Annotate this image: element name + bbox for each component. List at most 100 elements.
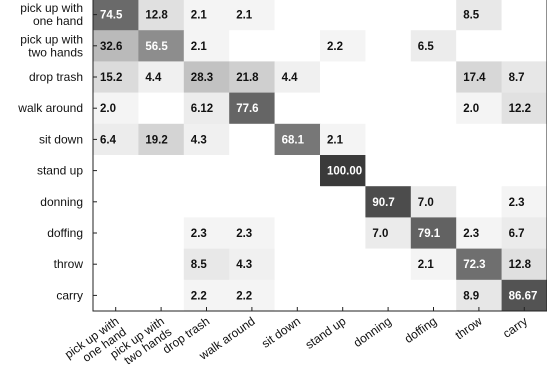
cell-value-label: 79.1: [418, 228, 441, 240]
matrix-cell: [274, 30, 321, 62]
matrix-cell: [501, 123, 547, 156]
cell-value-label: 77.6: [236, 103, 258, 115]
matrix-cell: [410, 248, 457, 281]
cell-value-label: 7.0: [372, 228, 388, 240]
matrix-cell: [456, 61, 502, 93]
row-labels: pick up with one hand pick up with two hand…: [17, 1, 83, 302]
matrix-cell: [365, 217, 412, 249]
matrix-cell: [320, 279, 366, 312]
matrix-cell: [183, 0, 230, 31]
matrix-cell: [183, 217, 230, 249]
column-label: throw: [453, 314, 485, 342]
matrix-cell: [274, 186, 321, 218]
matrix-cell: [93, 92, 139, 125]
matrix-cell: [93, 61, 139, 93]
matrix-cell: [320, 92, 366, 125]
matrix-cell: [274, 123, 321, 156]
matrix-cell: [93, 30, 139, 62]
matrix-cell: [410, 30, 457, 62]
matrix-cell: [229, 217, 275, 249]
cell-value-label: 6.4: [100, 134, 117, 146]
matrix-cell: [93, 123, 139, 156]
cell-value-label: 2.1: [191, 10, 208, 22]
matrix-cell: [320, 186, 366, 218]
matrix-cell: [274, 61, 321, 93]
cell-value-label: 2.3: [463, 228, 479, 240]
matrix-cell: [410, 0, 457, 31]
matrix-cell: [138, 217, 185, 249]
matrix-cell: [410, 61, 457, 93]
matrix-cell: [410, 155, 457, 187]
matrix-cell: [320, 155, 366, 187]
matrix-cell: [138, 0, 185, 31]
matrix-cell: [501, 61, 547, 93]
cell-value-label: 7.0: [418, 197, 434, 209]
cell-value-label: 2.1: [418, 259, 435, 271]
cell-value-label: 8.5: [191, 259, 208, 271]
matrix-cell: [274, 248, 321, 281]
cell-value-label: 15.2: [100, 72, 122, 84]
matrix-cell: [183, 186, 230, 218]
matrix-cell: [365, 155, 412, 187]
cell-value-label: 2.0: [463, 103, 479, 115]
matrix-cell: [138, 30, 185, 62]
cell-value-label: 12.8: [509, 259, 532, 271]
matrix-cell: [274, 155, 321, 187]
column-label: sit down: [259, 314, 303, 351]
cell-value-label: 19.2: [145, 134, 167, 146]
cell-value-label: 2.2: [191, 290, 207, 302]
cell-value-label: 6.7: [509, 228, 525, 240]
matrix-cell: [501, 30, 547, 62]
matrix-cell: [93, 217, 139, 249]
matrix-cell: [229, 123, 275, 156]
cell-value-label: 2.3: [509, 197, 525, 209]
matrix-cell: [138, 92, 185, 125]
matrix-cell: [501, 0, 547, 31]
matrix-cell: [138, 61, 185, 93]
matrix-cell: [365, 279, 412, 312]
cell-value-label: 2.1: [327, 134, 344, 146]
column-label: stand up: [303, 314, 349, 352]
row-label: walk around: [17, 101, 83, 115]
matrix-cell: [320, 248, 366, 281]
matrix-cell: [138, 279, 185, 312]
matrix-cell: [410, 279, 457, 312]
matrix-cell: [93, 186, 139, 218]
matrix-cell: [183, 155, 230, 187]
matrix-cell: [320, 123, 366, 156]
row-label: drop trash: [29, 70, 83, 84]
matrix-cell: [93, 155, 139, 187]
cell-value-label: 4.3: [236, 259, 252, 271]
matrix-cell: [365, 61, 412, 93]
matrix-cell: [229, 92, 275, 125]
matrix-cell: [365, 248, 412, 281]
row-label: sit down: [39, 132, 83, 146]
matrix-cell: [138, 123, 185, 156]
row-label: pick up with one hand: [20, 1, 83, 28]
cell-value-label: 90.7: [372, 197, 394, 209]
matrix-cell: [501, 92, 547, 125]
cell-value-label: 28.3: [191, 72, 213, 84]
matrix-cell: [229, 155, 275, 187]
matrix-cell: [183, 30, 230, 62]
matrix-cell: [93, 0, 139, 31]
matrix-cell: [456, 248, 502, 281]
cell-value-label: 4.3: [191, 134, 207, 146]
matrix-cell: [410, 92, 457, 125]
matrix-cell: [365, 92, 412, 125]
cell-value-label: 68.1: [282, 134, 305, 146]
column-label: carry: [500, 314, 530, 341]
cell-value-label: 6.12: [191, 103, 213, 115]
matrix-cells: 74.5 12.8 2.1 2.1 8.5 32.6 56.5 2.1 2.2 6.5 15.2 4.…: [93, 0, 547, 312]
cell-value-label: 8.7: [509, 72, 525, 84]
column-label: doffing: [402, 314, 439, 346]
matrix-cell: [456, 123, 502, 156]
cell-value-label: 6.5: [418, 41, 435, 53]
matrix-cell: [456, 155, 502, 187]
cell-value-label: 2.3: [191, 228, 207, 240]
matrix-cell: [456, 92, 502, 125]
matrix-cell: [410, 186, 457, 218]
matrix-cell: [93, 248, 139, 281]
